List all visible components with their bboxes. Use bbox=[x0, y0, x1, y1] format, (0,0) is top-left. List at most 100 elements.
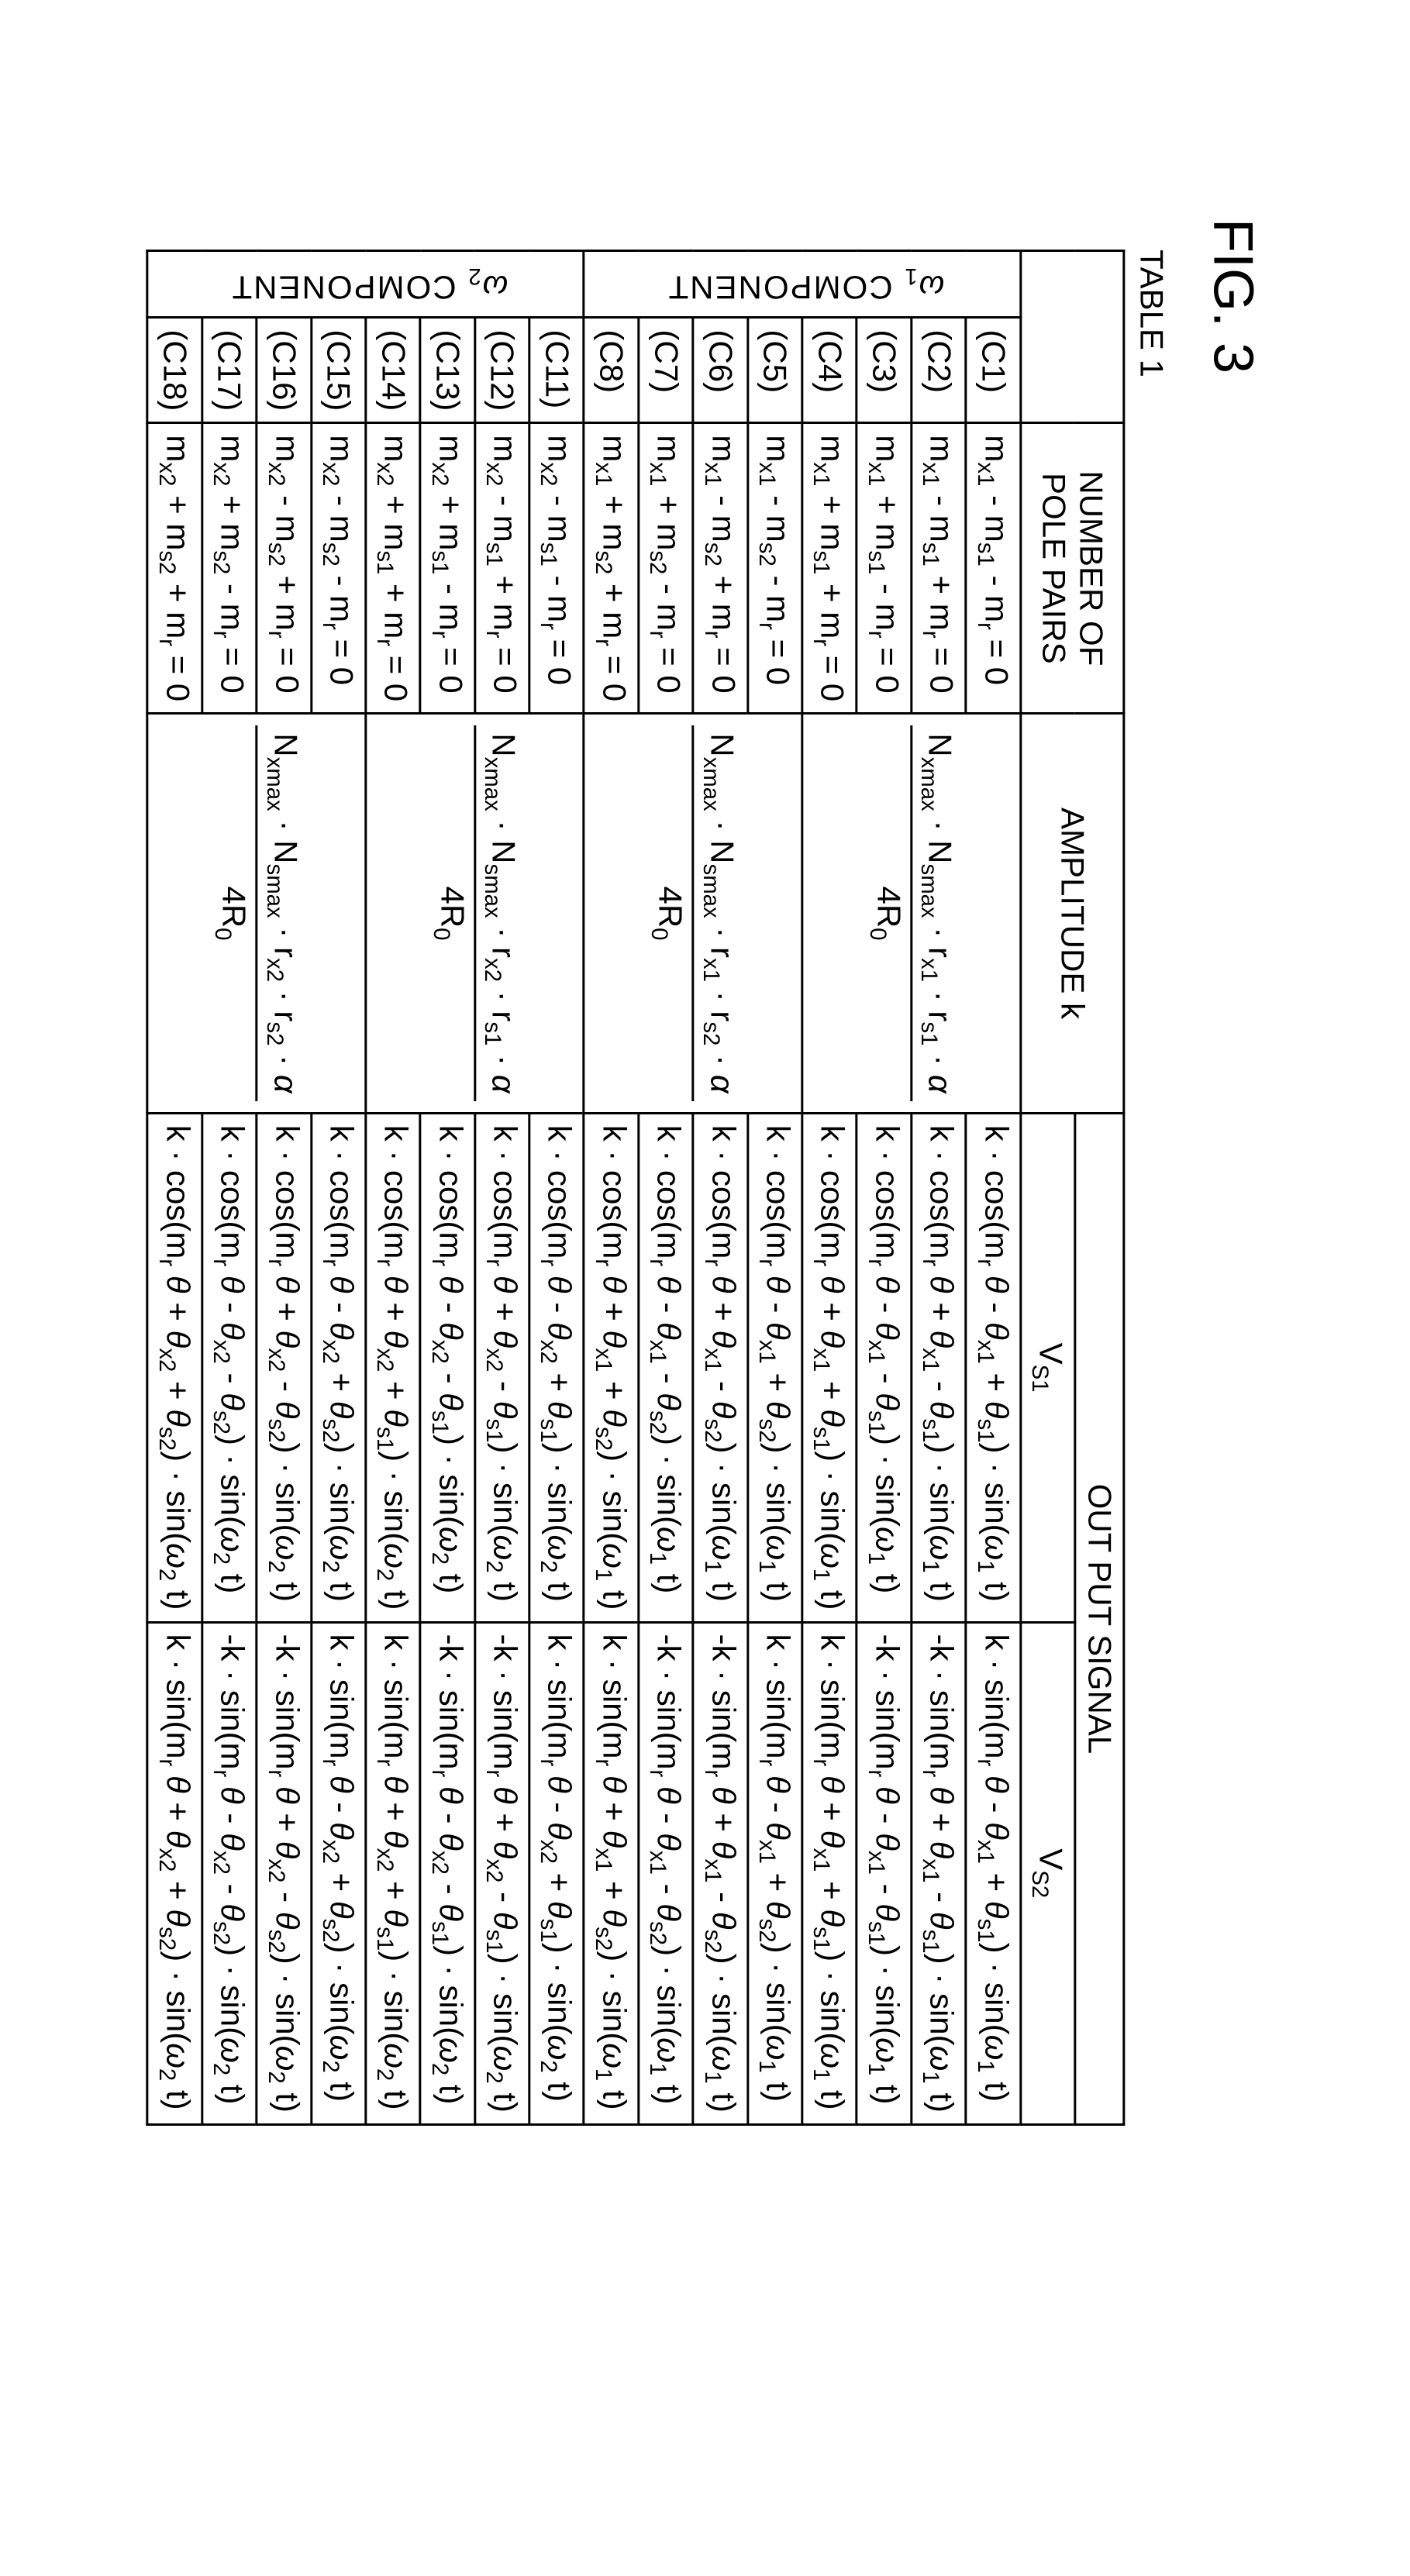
vs2-cell: k · sin(mr θ - θx2 + θs2) · sin(ω2 t) bbox=[311, 1622, 365, 2125]
vs1-cell: k · cos(mr θ + θx1 + θs2) · sin(ω1 t) bbox=[584, 1113, 638, 1622]
pole-pairs-cell: mx1 - ms1 - mr = 0 bbox=[966, 423, 1020, 714]
pole-pairs-cell: mx2 + ms2 + mr = 0 bbox=[147, 423, 202, 714]
vs1-cell: k · cos(mr θ - θx2 + θs1) · sin(ω2 t) bbox=[529, 1113, 583, 1622]
group-label-text: ω2 COMPONENT bbox=[230, 263, 508, 305]
row-id: (C16) bbox=[256, 318, 310, 423]
table-row: (C6)mx1 - ms2 + mr = 0 k · cos(mr θ + θx1… bbox=[693, 251, 747, 2125]
header-vs2: VS2 bbox=[1020, 1622, 1074, 2125]
pole-pairs-cell: mx2 + ms2 - mr = 0 bbox=[202, 423, 256, 714]
vs2-cell: -k · sin(mr θ + θx1 - θs1) · sin(ω1 t) bbox=[911, 1622, 965, 2125]
table-body: ω1 COMPONENT(C1)mx1 - ms1 - mr = 0Nxmax … bbox=[147, 251, 1020, 2125]
table-row: (C17)mx2 + ms2 - mr = 0 k · cos(mr θ - θx… bbox=[202, 251, 256, 2125]
row-id: (C1) bbox=[966, 318, 1020, 423]
table-row: (C15)mx2 - ms2 - mr = 0Nxmax · Nsmax · r… bbox=[311, 251, 365, 2125]
pole-pairs-cell: mx1 + ms1 - mr = 0 bbox=[857, 423, 911, 714]
vs1-cell: k · cos(mr θ - θx1 - θs2) · sin(ω1 t) bbox=[638, 1113, 692, 1622]
table-row: (C13)mx2 + ms1 - mr = 0 k · cos(mr θ - θx… bbox=[420, 251, 474, 2125]
table-row: (C3)mx1 + ms1 - mr = 0 k · cos(mr θ - θx1… bbox=[857, 251, 911, 2125]
vs1-cell: k · cos(mr θ - θx1 + θs1) · sin(ω1 t) bbox=[966, 1113, 1020, 1622]
vs1-cell: k · cos(mr θ + θx1 - θs2) · sin(ω1 t) bbox=[693, 1113, 747, 1622]
table-row: (C18)mx2 + ms2 + mr = 0 k · cos(mr θ + θx… bbox=[147, 251, 202, 2125]
row-id: (C15) bbox=[311, 318, 365, 423]
vs2-cell: -k · sin(mr θ - θx2 - θs1) · sin(ω2 t) bbox=[420, 1622, 474, 2125]
table-row: (C14)mx2 + ms1 + mr = 0 k · cos(mr θ + θx… bbox=[365, 251, 419, 2125]
table-row: (C7)mx1 + ms2 - mr = 0 k · cos(mr θ - θx1… bbox=[638, 251, 692, 2125]
pole-pairs-cell: mx1 - ms1 + mr = 0 bbox=[911, 423, 965, 714]
vs2-cell: -k · sin(mr θ - θx1 - θs2) · sin(ω1 t) bbox=[638, 1622, 692, 2125]
content-block: FIG. 3 TABLE 1 NUMBER OFPOLE PAIRS AMPLI… bbox=[146, 126, 1264, 2450]
amplitude-cell: Nxmax · Nsmax · rx1 · rs2 · α4R0 bbox=[584, 714, 802, 1113]
pole-pairs-cell: mx1 - ms2 + mr = 0 bbox=[693, 423, 747, 714]
vs2-cell: k · sin(mr θ - θx1 + θs1) · sin(ω1 t) bbox=[966, 1622, 1020, 2125]
vs1-cell: k · cos(mr θ + θx2 - θs1) · sin(ω2 t) bbox=[474, 1113, 529, 1622]
vs2-cell: k · sin(mr θ - θx1 + θs2) · sin(ω1 t) bbox=[747, 1622, 802, 2125]
table-row: ω1 COMPONENT(C1)mx1 - ms1 - mr = 0Nxmax … bbox=[966, 251, 1020, 2125]
vs1-cell: k · cos(mr θ + θx1 - θs1) · sin(ω1 t) bbox=[911, 1113, 965, 1622]
table-head: NUMBER OFPOLE PAIRS AMPLITUDE k OUT PUT … bbox=[1020, 251, 1123, 2125]
table-label: TABLE 1 bbox=[1132, 250, 1170, 2450]
amplitude-cell: Nxmax · Nsmax · rx1 · rs1 · α4R0 bbox=[802, 714, 1020, 1113]
page: FIG. 3 TABLE 1 NUMBER OFPOLE PAIRS AMPLI… bbox=[0, 0, 1410, 2576]
vs2-cell: k · sin(mr θ + θx1 + θs1) · sin(ω1 t) bbox=[802, 1622, 856, 2125]
vs1-cell: k · cos(mr θ + θx2 + θs1) · sin(ω2 t) bbox=[365, 1113, 419, 1622]
pole-pairs-cell: mx1 + ms2 + mr = 0 bbox=[584, 423, 638, 714]
row-id: (C6) bbox=[693, 318, 747, 423]
table-row: (C5)mx1 - ms2 - mr = 0Nxmax · Nsmax · rx… bbox=[747, 251, 802, 2125]
pole-pairs-cell: mx2 + ms1 - mr = 0 bbox=[420, 423, 474, 714]
table-row: (C16)mx2 - ms2 + mr = 0 k · cos(mr θ + θx… bbox=[256, 251, 310, 2125]
vs1-cell: k · cos(mr θ - θx2 - θs1) · sin(ω2 t) bbox=[420, 1113, 474, 1622]
vs2-cell: -k · sin(mr θ - θx1 - θs1) · sin(ω1 t) bbox=[857, 1622, 911, 2125]
vs2-cell: -k · sin(mr θ - θx2 - θs2) · sin(ω2 t) bbox=[202, 1622, 256, 2125]
header-amplitude: AMPLITUDE k bbox=[1020, 714, 1123, 1113]
row-id: (C7) bbox=[638, 318, 692, 423]
vs2-cell: k · sin(mr θ - θx2 + θs1) · sin(ω2 t) bbox=[529, 1622, 583, 2125]
table-row: (C2)mx1 - ms1 + mr = 0 k · cos(mr θ + θx1… bbox=[911, 251, 965, 2125]
group-label: ω1 COMPONENT bbox=[584, 251, 1020, 318]
header-pole-pairs: NUMBER OFPOLE PAIRS bbox=[1020, 423, 1123, 714]
table-row: (C12)mx2 - ms1 + mr = 0 k · cos(mr θ + θx… bbox=[474, 251, 529, 2125]
vs2-cell: -k · sin(mr θ + θx1 - θs2) · sin(ω1 t) bbox=[693, 1622, 747, 2125]
pole-pairs-cell: mx1 - ms2 - mr = 0 bbox=[747, 423, 802, 714]
vs1-cell: k · cos(mr θ - θx2 + θs2) · sin(ω2 t) bbox=[311, 1113, 365, 1622]
row-id: (C2) bbox=[911, 318, 965, 423]
row-id: (C11) bbox=[529, 318, 583, 423]
row-id: (C4) bbox=[802, 318, 856, 423]
row-id: (C8) bbox=[584, 318, 638, 423]
amplitude-cell: Nxmax · Nsmax · rx2 · rs1 · α4R0 bbox=[365, 714, 584, 1113]
pole-pairs-cell: mx1 + ms2 - mr = 0 bbox=[638, 423, 692, 714]
vs2-cell: k · sin(mr θ + θx2 + θs1) · sin(ω2 t) bbox=[365, 1622, 419, 2125]
vs1-cell: k · cos(mr θ - θx1 + θs2) · sin(ω1 t) bbox=[747, 1113, 802, 1622]
group-label: ω2 COMPONENT bbox=[147, 251, 584, 318]
table-row: (C8)mx1 + ms2 + mr = 0 k · cos(mr θ + θx1… bbox=[584, 251, 638, 2125]
vs2-cell: -k · sin(mr θ + θx2 - θs2) · sin(ω2 t) bbox=[256, 1622, 310, 2125]
pole-pairs-cell: mx2 - ms2 + mr = 0 bbox=[256, 423, 310, 714]
row-id: (C13) bbox=[420, 318, 474, 423]
amplitude-cell: Nxmax · Nsmax · rx2 · rs2 · α4R0 bbox=[147, 714, 366, 1113]
header-output-signal: OUT PUT SIGNAL bbox=[1074, 1113, 1123, 2124]
blank-header bbox=[1020, 251, 1123, 423]
vs1-cell: k · cos(mr θ + θx1 + θs1) · sin(ω1 t) bbox=[802, 1113, 856, 1622]
vs1-cell: k · cos(mr θ - θx1 - θs1) · sin(ω1 t) bbox=[857, 1113, 911, 1622]
row-id: (C17) bbox=[202, 318, 256, 423]
vs1-cell: k · cos(mr θ + θx2 - θs2) · sin(ω2 t) bbox=[256, 1113, 310, 1622]
row-id: (C14) bbox=[365, 318, 419, 423]
vs2-cell: -k · sin(mr θ + θx2 - θs1) · sin(ω2 t) bbox=[474, 1622, 529, 2125]
table-row: ω2 COMPONENT(C11)mx2 - ms1 - mr = 0Nxmax… bbox=[529, 251, 583, 2125]
row-id: (C3) bbox=[857, 318, 911, 423]
header-vs1: VS1 bbox=[1020, 1113, 1074, 1622]
vs1-cell: k · cos(mr θ + θx2 + θs2) · sin(ω2 t) bbox=[147, 1113, 202, 1622]
pole-pairs-cell: mx2 + ms1 + mr = 0 bbox=[365, 423, 419, 714]
pole-pairs-cell: mx2 - ms1 + mr = 0 bbox=[474, 423, 529, 714]
vs2-cell: k · sin(mr θ + θx2 + θs2) · sin(ω2 t) bbox=[147, 1622, 202, 2125]
row-id: (C12) bbox=[474, 318, 529, 423]
vs1-cell: k · cos(mr θ - θx2 - θs2) · sin(ω2 t) bbox=[202, 1113, 256, 1622]
figure-label: FIG. 3 bbox=[1201, 219, 1264, 2450]
row-id: (C5) bbox=[747, 318, 802, 423]
vs2-cell: k · sin(mr θ + θx1 + θs2) · sin(ω1 t) bbox=[584, 1622, 638, 2125]
table-row: (C4)mx1 + ms1 + mr = 0 k · cos(mr θ + θx1… bbox=[802, 251, 856, 2125]
row-id: (C18) bbox=[147, 318, 202, 423]
pole-pairs-cell: mx1 + ms1 + mr = 0 bbox=[802, 423, 856, 714]
group-label-text: ω1 COMPONENT bbox=[667, 263, 944, 305]
rotated-container: FIG. 3 TABLE 1 NUMBER OFPOLE PAIRS AMPLI… bbox=[146, 126, 1264, 2450]
main-table: NUMBER OFPOLE PAIRS AMPLITUDE k OUT PUT … bbox=[146, 250, 1125, 2126]
